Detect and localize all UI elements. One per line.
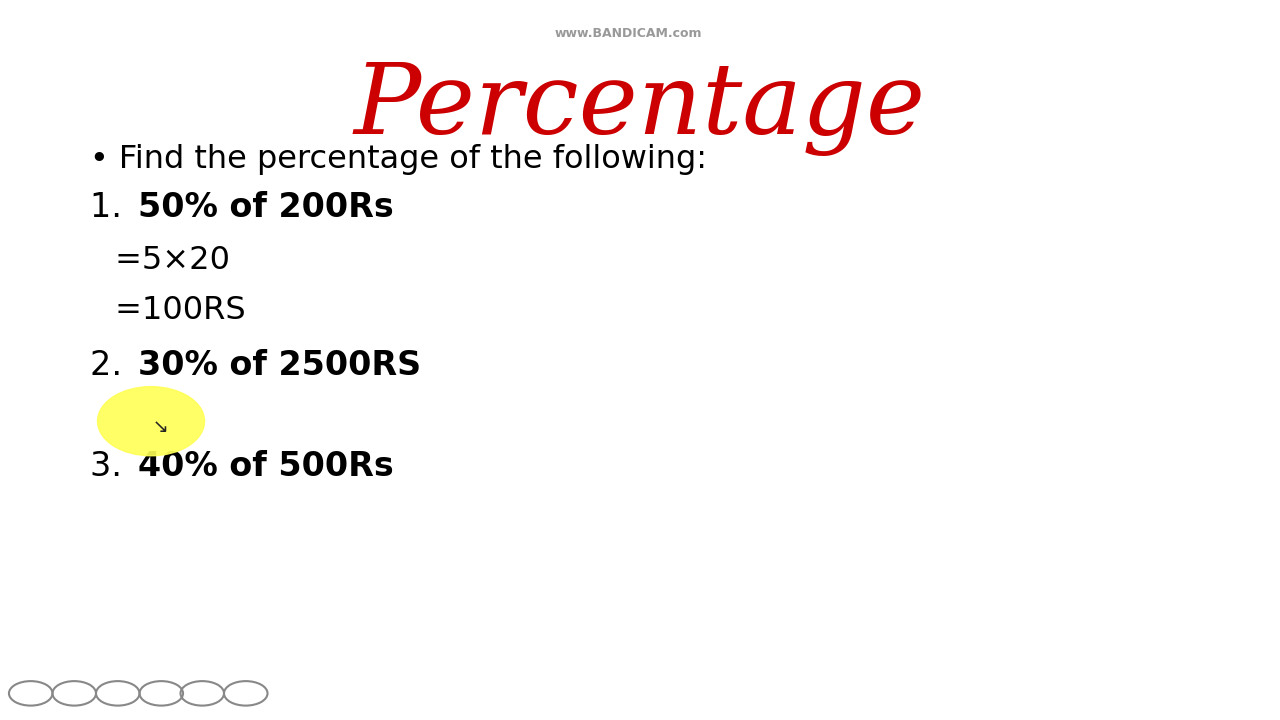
Text: 40% of 500Rs: 40% of 500Rs <box>138 450 394 483</box>
Text: www.BANDICAM.com: www.BANDICAM.com <box>554 27 703 40</box>
Text: =100RS: =100RS <box>105 295 246 326</box>
Text: ↖: ↖ <box>148 415 164 434</box>
Text: =5×20: =5×20 <box>105 245 230 276</box>
Text: • Find the percentage of the following:: • Find the percentage of the following: <box>90 144 707 175</box>
Text: 30% of 2500RS: 30% of 2500RS <box>138 349 421 382</box>
Text: 2.: 2. <box>90 349 132 382</box>
Text: Percentage: Percentage <box>355 61 925 156</box>
Text: 1.: 1. <box>90 191 132 224</box>
Text: 3.: 3. <box>90 450 132 483</box>
Text: 50% of 200Rs: 50% of 200Rs <box>138 191 394 224</box>
Ellipse shape <box>97 387 205 456</box>
